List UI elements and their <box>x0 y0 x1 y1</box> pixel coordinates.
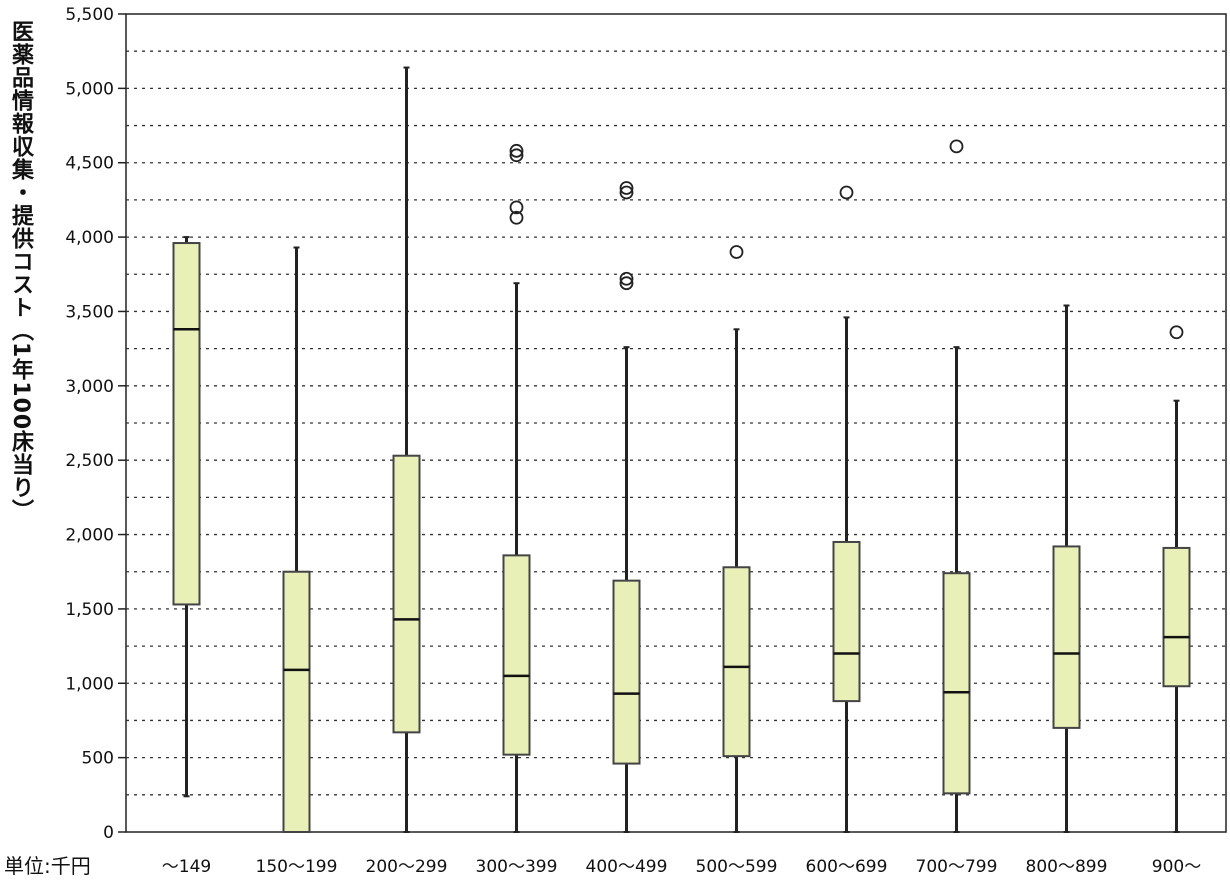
outlier-point <box>619 276 634 291</box>
x-tick-label: 150～199 <box>256 857 338 877</box>
x-tick-label: ～149 <box>162 857 211 877</box>
x-tick-label: 400～499 <box>586 857 668 877</box>
outlier-point <box>509 148 524 163</box>
box <box>1162 546 1191 688</box>
y-tick-label: 4,500 <box>65 154 114 174</box>
outlier-point <box>619 185 634 200</box>
box <box>612 579 641 765</box>
y-tick-label: 500 <box>82 749 114 769</box>
outlier-point <box>1169 325 1184 340</box>
y-tick-label: 4,000 <box>65 228 114 248</box>
y-tick-label: 2,000 <box>65 526 114 546</box>
unit-label: 単位:千円 <box>4 854 91 878</box>
outlier-point <box>839 185 854 200</box>
x-tick-label: 800～899 <box>1026 857 1108 877</box>
box <box>502 554 531 756</box>
box <box>942 572 971 795</box>
x-tick-label: 300～399 <box>476 857 558 877</box>
x-tick-label: 900～ <box>1152 857 1201 877</box>
outlier-point <box>619 271 634 286</box>
x-tick-label: 700～799 <box>916 857 998 877</box>
x-tick-label: 500～599 <box>696 857 778 877</box>
y-tick-label: 5,000 <box>65 79 114 99</box>
y-tick-label: 3,500 <box>65 302 114 322</box>
box <box>832 540 861 703</box>
box <box>722 566 751 758</box>
box <box>282 570 311 834</box>
x-tick-label: 200～299 <box>366 857 448 877</box>
outlier-point <box>509 143 524 158</box>
y-tick-label: 1,500 <box>65 600 114 620</box>
y-tick-label: 0 <box>103 823 114 843</box>
box <box>1052 545 1081 729</box>
y-tick-label: 2,500 <box>65 451 114 471</box>
outlier-point <box>509 210 524 225</box>
outlier-point <box>729 245 744 259</box>
box <box>392 454 421 734</box>
y-axis-title: 医薬品情報収集・提供コスト（1年100床当り） <box>8 20 33 523</box>
y-tick-label: 3,000 <box>65 377 114 397</box>
y-tick-label: 5,500 <box>65 5 114 25</box>
outlier-point <box>619 181 634 195</box>
outlier-point <box>509 200 524 215</box>
box <box>172 242 201 606</box>
y-tick-label: 1,000 <box>65 674 114 694</box>
outlier-point <box>949 139 964 154</box>
x-tick-label: 600～699 <box>806 857 888 877</box>
